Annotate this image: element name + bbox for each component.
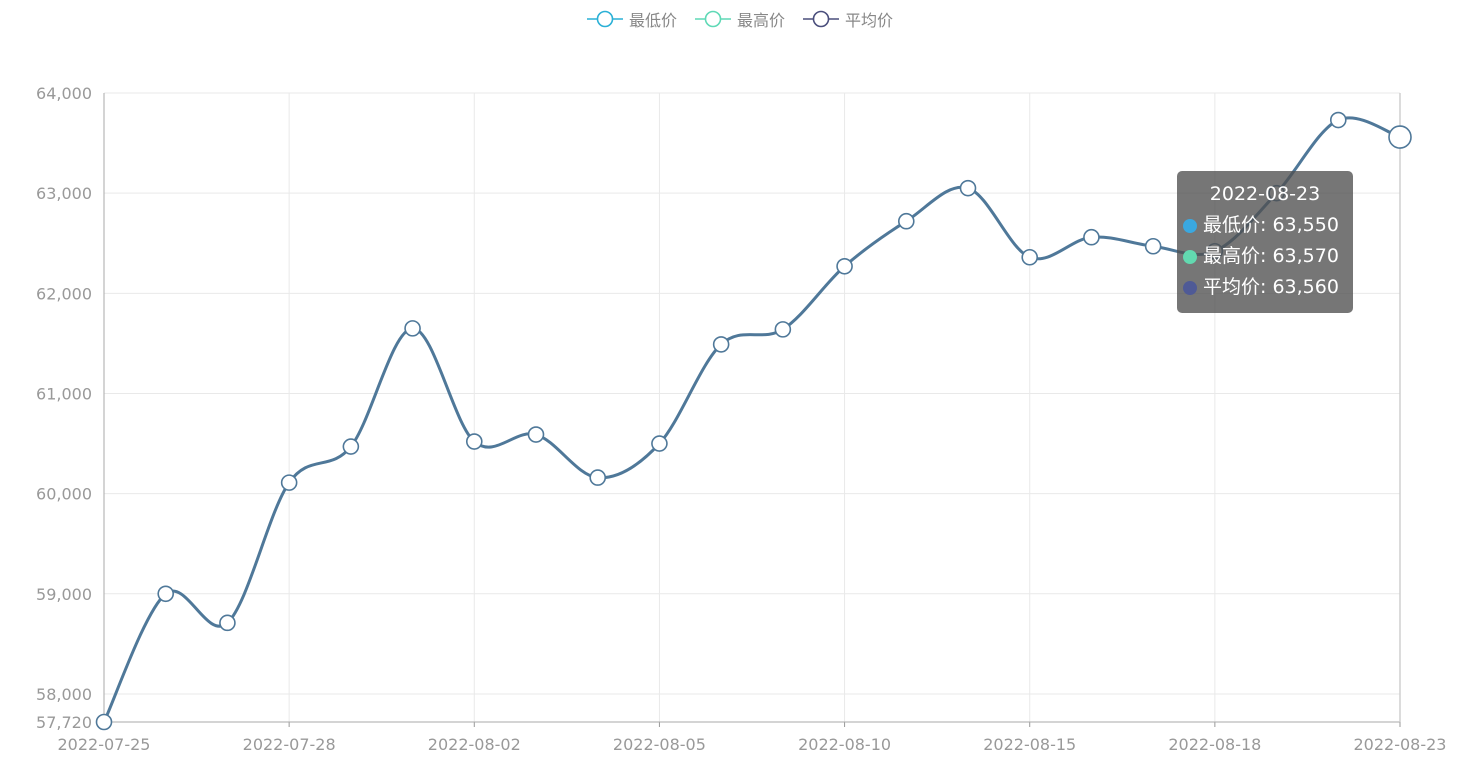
data-point (527, 426, 545, 443)
tooltip: 2022-08-23 最低价: 63,550 最高价: 63,570 平均价: … (1177, 171, 1353, 313)
data-point (589, 469, 607, 486)
y-tick-label: 63,000 (36, 184, 92, 203)
legend: 最低价 最高价 平均价 (0, 6, 1480, 32)
legend-label-avg: 平均价 (845, 11, 894, 30)
y-tick-label: 58,000 (36, 685, 92, 704)
data-point (342, 438, 360, 455)
tooltip-value-avg: 平均价: 63,560 (1203, 276, 1339, 298)
x-tick-label: 2022-07-25 (58, 735, 151, 754)
data-point (1388, 125, 1412, 149)
data-point (836, 257, 853, 275)
data-point (1083, 228, 1100, 246)
data-point (157, 585, 175, 603)
data-point (95, 713, 113, 731)
tooltip-value-high: 最高价: 63,570 (1203, 245, 1339, 267)
series-dot-icon (1183, 249, 1197, 264)
y-tick-label: 59,000 (36, 585, 92, 604)
legend-label-high: 最高价 (736, 11, 785, 30)
tooltip-title: 2022-08-23 (1209, 183, 1321, 205)
data-point (959, 179, 977, 197)
data-point (774, 321, 792, 338)
y-tick-label: 61,000 (36, 384, 92, 403)
x-tick-label: 2022-08-23 (1354, 735, 1447, 754)
tooltip-row-avg: 平均价: 63,560 (1183, 272, 1347, 303)
series-dot-icon (1183, 218, 1197, 233)
series-dot-icon (1183, 280, 1197, 295)
legend-item-high[interactable]: 最高价 (694, 7, 785, 31)
chart-grid (104, 92, 1400, 722)
data-point (712, 336, 730, 353)
legend-line-circle-icon (694, 10, 731, 28)
data-point (219, 614, 236, 632)
legend-label-low: 最低价 (628, 11, 677, 30)
x-tick-label: 2022-08-10 (798, 735, 891, 754)
tooltip-value-low: 最低价: 63,550 (1203, 214, 1339, 236)
data-point (651, 435, 668, 452)
data-point (465, 433, 483, 450)
data-point (404, 320, 421, 337)
y-tick-label: 60,000 (36, 485, 92, 504)
data-point (280, 474, 298, 491)
x-tick-label: 2022-08-18 (1168, 735, 1261, 754)
x-axis-labels: 2022-07-25 2022-07-28 2022-08-02 2022-08-05… (58, 735, 1447, 754)
y-axis-labels: 57,720 58,000 59,000 60,000 61,000 62,000 63,0… (36, 84, 92, 732)
y-tick-label: 64,000 (36, 84, 92, 103)
data-point (1329, 111, 1347, 129)
y-tick-label: 57,720 (36, 713, 92, 732)
legend-item-avg[interactable]: 平均价 (803, 7, 893, 31)
tooltip-row-low: 最低价: 63,550 (1183, 210, 1347, 241)
x-tick-label: 2022-07-28 (243, 735, 336, 754)
data-point (1021, 248, 1039, 266)
x-tick-label: 2022-08-15 (983, 735, 1076, 754)
x-tick-label: 2022-08-05 (613, 735, 706, 754)
data-point (897, 212, 915, 230)
legend-line-circle-icon (803, 10, 839, 28)
x-tick-label: 2022-08-02 (428, 735, 521, 754)
y-tick-label: 62,000 (36, 284, 92, 303)
data-point (1144, 237, 1162, 255)
chart-axes (103, 93, 1401, 727)
tooltip-row-high: 最高价: 63,570 (1183, 241, 1347, 272)
legend-line-circle-icon (586, 10, 623, 28)
legend-item-low[interactable]: 最低价 (586, 7, 677, 31)
